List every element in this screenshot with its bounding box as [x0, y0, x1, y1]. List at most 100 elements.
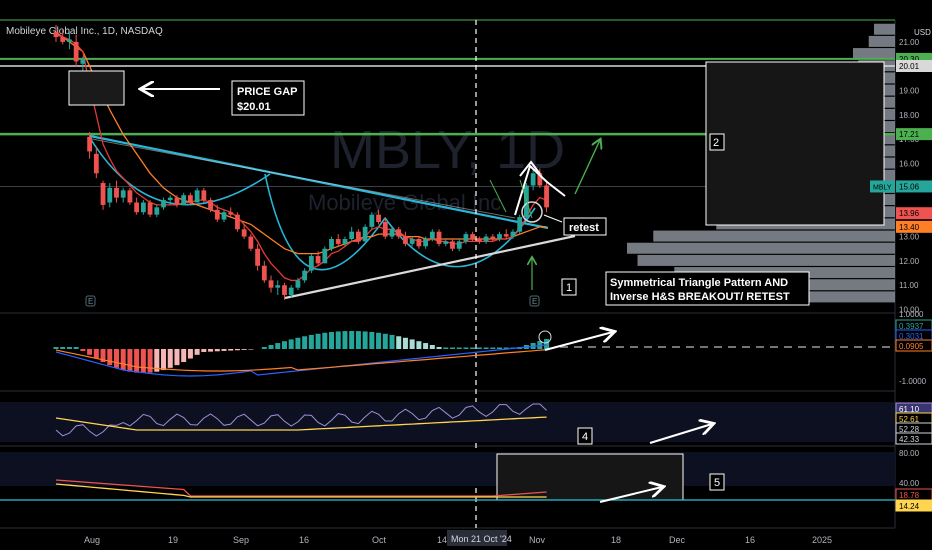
candle-body — [503, 234, 509, 237]
target-box — [705, 61, 885, 226]
candle-body — [235, 214, 240, 230]
macd-bar — [476, 347, 482, 349]
volume-profile-bar — [627, 242, 895, 254]
candle-body — [282, 285, 287, 295]
macd-bar — [376, 332, 382, 349]
time-tick: Dec — [669, 535, 686, 545]
price-label: 20.30 — [899, 55, 920, 64]
candle-body — [154, 207, 160, 215]
macd-bar — [181, 349, 187, 362]
macd-bar — [402, 337, 408, 349]
macd-bar — [120, 349, 126, 371]
candle-body — [268, 280, 274, 288]
candle-body — [450, 241, 455, 249]
candle-body — [80, 58, 86, 64]
macd-bar — [113, 349, 119, 368]
candle-body — [490, 236, 496, 239]
macd-bar — [295, 337, 301, 349]
candle-body — [53, 32, 59, 38]
adx-di-line — [55, 479, 547, 497]
candle-body — [409, 239, 415, 244]
candle-body — [537, 173, 543, 186]
time-axis[interactable]: Aug 19 Sep 16 Oct 14 Nov 18 Dec 16 2025 — [84, 535, 832, 545]
candle-body — [120, 190, 126, 198]
candle-body — [241, 229, 247, 237]
retest-circle — [521, 201, 543, 223]
retest-label-box — [563, 217, 607, 236]
macd-bar — [261, 346, 267, 349]
candle-body — [161, 200, 166, 208]
earnings-icon[interactable] — [529, 295, 540, 307]
candle-body — [302, 270, 308, 281]
breakout-arrowhead — [519, 160, 541, 177]
volume-profile-bar — [868, 35, 895, 47]
candle-body — [517, 217, 523, 232]
volume-profile-bar — [653, 230, 895, 242]
adx-label: 14.24 — [899, 502, 920, 511]
candle-body — [208, 200, 213, 210]
candle-body — [127, 190, 133, 203]
time-tick: Aug — [84, 535, 100, 545]
macd-bar — [161, 349, 167, 371]
candle-body — [67, 39, 72, 42]
macd-tick: -1.0000 — [899, 377, 927, 386]
candle-body — [443, 241, 449, 244]
candle-body — [275, 285, 281, 288]
macd-bar — [335, 331, 341, 349]
adx-label-bg — [895, 499, 932, 512]
ema-line — [55, 33, 547, 282]
candle-body — [476, 239, 482, 242]
macd-bar — [369, 332, 375, 349]
price-tick: 16.00 — [899, 160, 920, 169]
earnings-icon[interactable] — [85, 295, 96, 307]
macd-bar — [463, 347, 469, 349]
price-tick: 21.00 — [899, 38, 920, 47]
candle-body — [188, 195, 193, 203]
candle-body — [416, 239, 422, 247]
price-tick: 19.00 — [899, 87, 920, 96]
ticker-tag: MBLY — [873, 184, 892, 191]
macd-bar — [275, 343, 281, 349]
candle-body — [181, 195, 187, 205]
candle-body — [134, 202, 140, 213]
macd-bar — [389, 334, 395, 349]
macd-label: 0.3937 — [899, 322, 924, 331]
time-tick: Sep — [233, 535, 249, 545]
rsi-label: 61.10 — [899, 405, 920, 414]
macd-tick: 1.0000 — [899, 310, 924, 319]
macd-bar — [409, 339, 415, 349]
price-label: 17.21 — [899, 130, 920, 139]
macd-bar — [429, 344, 435, 349]
macd-bar — [214, 349, 220, 352]
price-tick: 10.00 — [899, 306, 920, 315]
macd-bar — [322, 332, 328, 349]
macd-bar — [302, 336, 308, 349]
candle-body — [544, 185, 549, 208]
macd-bar — [436, 346, 442, 349]
retest-label: retest — [569, 222, 599, 234]
breakout-arrow-path — [514, 164, 566, 216]
macd-bar — [443, 347, 449, 349]
price-axis[interactable]: 21.0019.0018.0017.0016.0014.0013.0012.00… — [899, 38, 920, 315]
candle-body — [167, 197, 173, 201]
candle-body — [329, 239, 334, 249]
rsi-label: 42.33 — [899, 435, 920, 444]
macd-arrow — [544, 332, 613, 351]
macd-bar — [416, 341, 422, 349]
adx-tick: 40.00 — [899, 479, 920, 488]
marker-5-box — [709, 473, 725, 491]
price-label: 13.96 — [899, 209, 920, 218]
candle-body — [60, 37, 66, 42]
candle-body — [261, 265, 267, 281]
price-label: 13.40 — [899, 223, 920, 232]
time-tick: 16 — [299, 535, 309, 545]
macd-bar — [248, 349, 254, 350]
macd-bar — [315, 333, 321, 349]
macd-bar — [241, 349, 247, 350]
marker-4-box — [577, 427, 593, 445]
adx-band — [0, 452, 895, 486]
adx-lines — [0, 479, 895, 501]
candle-body — [308, 256, 314, 271]
